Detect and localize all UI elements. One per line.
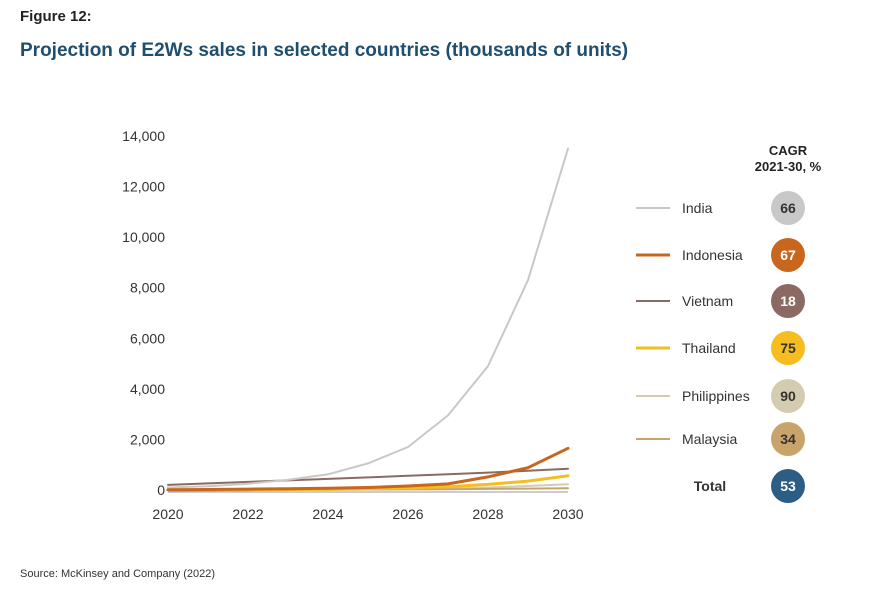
cagr-badge-total: [771, 469, 805, 503]
legend: CAGR 2021-30, % India 66 Indonesia 67 Vietna…: [636, 143, 822, 503]
x-tick-label: 2024: [312, 506, 343, 522]
line-chart: 02,0004,0006,0008,00010,00012,00014,000 …: [122, 128, 822, 522]
source-note: Source: McKinsey and Company (2022): [20, 568, 216, 580]
cagr-value: 90: [780, 388, 796, 404]
y-tick-label: 2,000: [130, 431, 165, 447]
cagr-badge: [771, 238, 805, 272]
x-tick-label: 2030: [552, 506, 583, 522]
cagr-value: 18: [780, 293, 796, 309]
cagr-value: 66: [780, 200, 796, 216]
series-lines: [166, 147, 570, 492]
y-tick-label: 0: [157, 482, 165, 498]
cagr-badge: [771, 284, 805, 318]
figure-title: Projection of E2Ws sales in selected cou…: [20, 40, 629, 61]
series-line-vietnam: [167, 467, 569, 486]
cagr-value: 75: [780, 340, 796, 356]
legend-label: Thailand: [682, 340, 736, 356]
x-tick-label: 2028: [472, 506, 503, 522]
y-tick-label: 10,000: [122, 229, 165, 245]
y-tick-label: 8,000: [130, 280, 165, 296]
series-line-indonesia: [166, 446, 570, 492]
x-tick-label: 2026: [392, 506, 423, 522]
cagr-header-line1: CAGR: [769, 143, 808, 158]
legend-label: India: [682, 200, 713, 216]
x-axis-ticks: 2020 2022 2024 2026 2028 2030: [152, 506, 583, 522]
figure-label: Figure 12:: [20, 8, 92, 25]
cagr-badge: [771, 331, 805, 365]
y-axis-ticks: 0 2,000 4,000 6,000 8,000 10,000 12,000 14,000: [122, 128, 165, 498]
cagr-badge: [771, 379, 805, 413]
x-tick-label: 2022: [232, 506, 263, 522]
cagr-header-line2: 2021-30, %: [755, 159, 822, 174]
cagr-value: 34: [780, 431, 796, 447]
legend-label: Vietnam: [682, 293, 733, 309]
y-tick-label: 14,000: [122, 128, 165, 144]
cagr-badge: [771, 191, 805, 225]
legend-label: Indonesia: [682, 247, 743, 263]
legend-label: Malaysia: [682, 431, 737, 447]
y-tick-label: 6,000: [130, 330, 165, 346]
y-tick-label: 12,000: [122, 179, 165, 195]
cagr-value: 67: [780, 247, 796, 263]
legend-label-total: Total: [694, 478, 726, 494]
y-tick-label: 4,000: [130, 381, 165, 397]
cagr-badge: [771, 422, 805, 456]
x-tick-label: 2020: [152, 506, 183, 522]
series-line-india: [167, 147, 569, 489]
cagr-value-total: 53: [780, 478, 796, 494]
legend-label: Philippines: [682, 388, 750, 404]
